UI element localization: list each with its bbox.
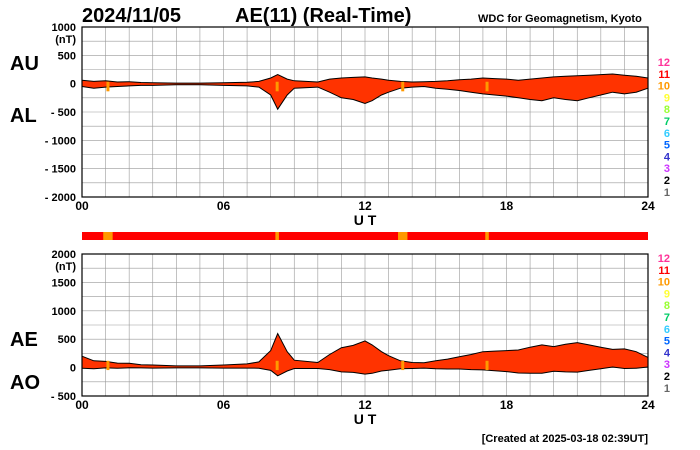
- y-tick-label: 500: [58, 334, 76, 346]
- y-tick-label: - 1500: [45, 164, 76, 176]
- legend-count-11: 11: [658, 265, 670, 277]
- x-axis-title: U T: [354, 212, 377, 228]
- x-axis-title: U T: [354, 411, 377, 427]
- plot-frame: [81, 253, 649, 397]
- legend-count-6: 6: [664, 128, 670, 140]
- x-tick-label: 18: [500, 398, 514, 412]
- legend-count-9: 9: [664, 92, 670, 104]
- series-label-au: AU: [10, 53, 39, 75]
- au-al-panel: 1000 500 0 - 500 - 1000 - 1500 - 2000 (nT) 00 06 1…: [10, 22, 655, 228]
- status-segment: [103, 232, 113, 240]
- legend-count-12: 12: [658, 253, 670, 265]
- x-tick-label: 12: [358, 199, 372, 213]
- x-tick-label: 24: [641, 398, 655, 412]
- legend-count-2: 2: [664, 371, 670, 383]
- legend-count-4: 4: [664, 347, 671, 359]
- legend-count-7: 7: [664, 116, 670, 128]
- legend-count-3: 3: [664, 359, 670, 371]
- legend-count-10: 10: [658, 81, 670, 93]
- status-bar-base: [82, 232, 648, 240]
- legend-count-5: 5: [664, 140, 670, 152]
- y-tick-label: 500: [58, 50, 76, 62]
- chart-source: WDC for Geomagnetism, Kyoto: [478, 13, 642, 25]
- y-tick-label: 0: [70, 79, 76, 91]
- status-segment: [398, 232, 408, 240]
- legend-count-10: 10: [658, 277, 670, 289]
- x-tick-label: 24: [641, 199, 655, 213]
- legend-count-8: 8: [664, 104, 670, 116]
- plot-frame: [81, 26, 649, 198]
- series-line-al: [81, 84, 649, 111]
- series-label-al: AL: [10, 105, 37, 127]
- y-tick-label: - 500: [51, 391, 76, 403]
- x-tick-label: 06: [217, 199, 231, 213]
- status-segment: [275, 232, 279, 240]
- legend-count-1: 1: [664, 187, 670, 199]
- legend-count-3: 3: [664, 163, 670, 175]
- y-tick-label: 1000: [52, 306, 76, 318]
- x-tick-label: 00: [75, 199, 89, 213]
- status-segment: [485, 232, 489, 240]
- legend-count-9: 9: [664, 288, 670, 300]
- y-tick-label: - 2000: [45, 192, 76, 204]
- chart-title: AE(11) (Real-Time): [235, 5, 411, 27]
- legend-count-5: 5: [664, 336, 670, 348]
- x-tick-label: 12: [358, 398, 372, 412]
- series-label-ae: AE: [10, 329, 38, 351]
- y-tick-label: - 1000: [45, 135, 76, 147]
- legend-count-11: 11: [658, 69, 670, 81]
- legend-count-1: 1: [664, 383, 670, 395]
- y-tick-label: - 500: [51, 107, 76, 119]
- y-unit-label: (nT): [55, 261, 76, 273]
- legend-count-7: 7: [664, 312, 670, 324]
- legend-count-12: 12: [658, 57, 670, 69]
- chart-date: 2024/11/05: [82, 5, 181, 27]
- ae-ao-panel: 2000 1500 1000 500 0 - 500 (nT) 00 06 12 18 24 U T AE…: [10, 249, 655, 427]
- legend-count-8: 8: [664, 300, 670, 312]
- data-status-bar: [82, 232, 648, 240]
- x-tick-label: 18: [500, 199, 514, 213]
- y-tick-label: 1000: [52, 22, 76, 34]
- x-tick-label: 06: [217, 398, 231, 412]
- created-timestamp: [Created at 2025-03-18 02:39UT]: [482, 433, 649, 445]
- series-line-ao: [81, 366, 649, 377]
- series-label-ao: AO: [10, 372, 40, 394]
- legend-count-6: 6: [664, 324, 670, 336]
- y-tick-label: 1500: [52, 277, 76, 289]
- y-tick-label: 2000: [52, 249, 76, 261]
- series-line-ae: [81, 332, 649, 367]
- y-tick-label: 0: [70, 363, 76, 375]
- y-unit-label: (nT): [55, 34, 76, 46]
- legend-count-2: 2: [664, 175, 670, 187]
- legend-count-4: 4: [664, 151, 671, 163]
- x-tick-label: 00: [75, 398, 89, 412]
- series-line-au: [81, 73, 649, 84]
